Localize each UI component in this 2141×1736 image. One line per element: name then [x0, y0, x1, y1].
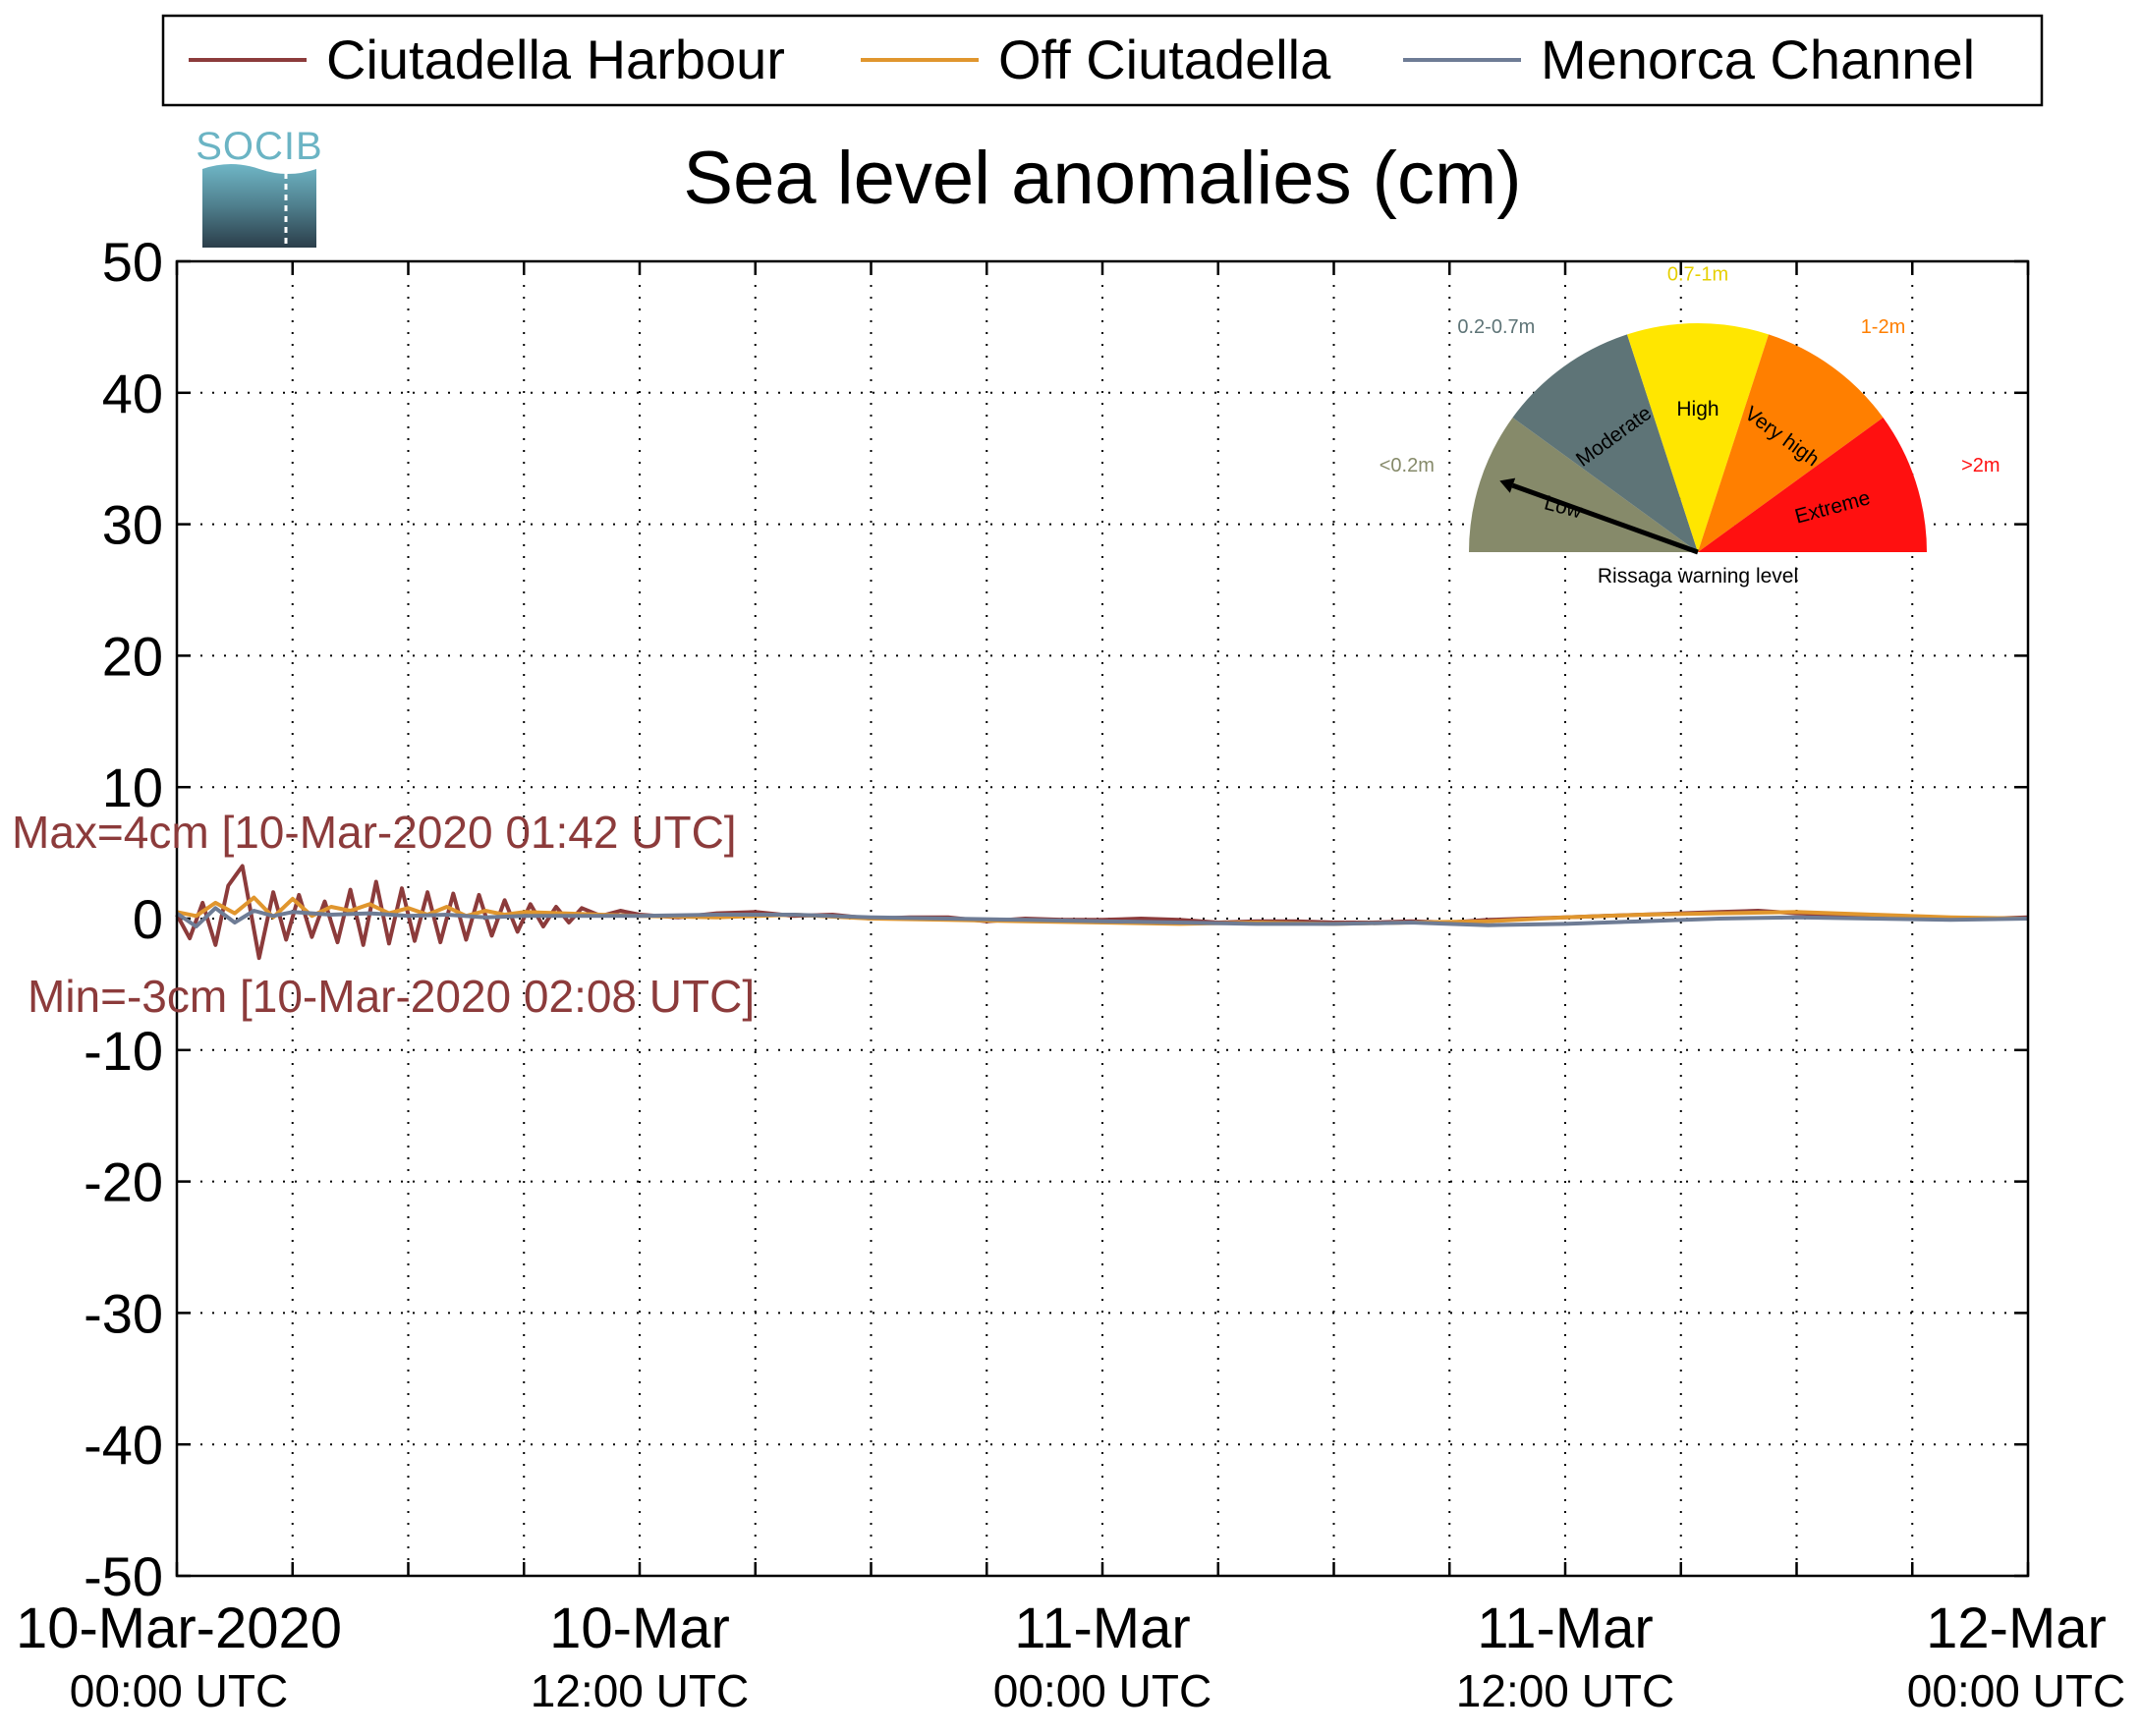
x-tick-label-time: 12:00 UTC: [1456, 1665, 1674, 1716]
y-tick-label: -50: [84, 1545, 163, 1607]
y-tick-label: -30: [84, 1282, 163, 1344]
legend-label-off-ciutadella: Off Ciutadella: [998, 28, 1331, 90]
gauge-needle: [1511, 482, 1699, 555]
x-tick-label-time: 12:00 UTC: [531, 1665, 749, 1716]
gauge-range-label: 0.2-0.7m: [1457, 316, 1535, 338]
x-tick-label-time: 00:00 UTC: [1907, 1665, 2125, 1716]
gauge-needle-head: [1499, 477, 1516, 493]
y-tick-label: 10: [102, 756, 163, 818]
gauge-range-label: 1-2m: [1861, 316, 1906, 338]
gauge-range-label: >2m: [1961, 455, 2000, 476]
y-tick-label: 20: [102, 625, 163, 687]
socib-logo-text: SOCIB: [196, 125, 322, 168]
legend-box: [161, 14, 2044, 107]
gauge-sector-moderate: [1512, 334, 1698, 552]
y-tick-label: 50: [102, 231, 163, 293]
gauge-range-label: <0.2m: [1380, 455, 1435, 476]
y-tick-label: -10: [84, 1020, 163, 1082]
gauge-sector-low: [1469, 418, 1698, 552]
y-ticks: 50 40 30 20 10 0 -10 -20 -30 -40 -50: [84, 231, 2028, 1607]
annotation-min: Min=-3cm [10-Mar-2020 02:08 UTC]: [28, 971, 755, 1022]
y-tick-label: -20: [84, 1151, 163, 1213]
socib-logo: SOCIB: [196, 125, 322, 248]
gauge-range-label: 0.7-1m: [1667, 263, 1728, 285]
annotation-max: Max=4cm [10-Mar-2020 01:42 UTC]: [12, 807, 737, 858]
series-line-menorca-channel: [175, 906, 2029, 928]
gauge-sector-extreme: [1698, 418, 1927, 552]
x-tick-label-date: 11-Mar: [1014, 1596, 1190, 1660]
y-tick-label: 40: [102, 363, 163, 424]
chart-title: Sea level anomalies (cm): [683, 137, 1521, 220]
gauge-sector-high: [1627, 322, 1769, 552]
x-tick-label-time: 00:00 UTC: [70, 1665, 288, 1716]
legend: Ciutadella Harbour Off Ciutadella Menorc…: [161, 14, 2044, 107]
socib-logo-wave: [202, 164, 316, 248]
plot-frame: [175, 259, 2030, 1578]
y-tick-label: -40: [84, 1414, 163, 1476]
x-tick-label-date: 12-Mar: [1926, 1596, 2107, 1660]
series-lines: [175, 864, 2029, 961]
x-tick-label-time: 00:00 UTC: [993, 1665, 1211, 1716]
y-tick-label: 30: [102, 494, 163, 556]
x-tick-label-date: 10-Mar: [549, 1596, 730, 1660]
y-tick-label: 0: [133, 888, 163, 950]
x-tick-label-date: 10-Mar-2020: [16, 1596, 342, 1660]
gauge-sector-label: High: [1676, 398, 1718, 420]
legend-label-ciutadella-harbour: Ciutadella Harbour: [326, 28, 785, 90]
legend-label-menorca-channel: Menorca Channel: [1541, 28, 1975, 90]
gauge-sector-very-high: [1698, 334, 1884, 552]
x-tick-label-date: 11-Mar: [1477, 1596, 1653, 1660]
gauge-title: Rissaga warning level: [1598, 565, 1798, 588]
